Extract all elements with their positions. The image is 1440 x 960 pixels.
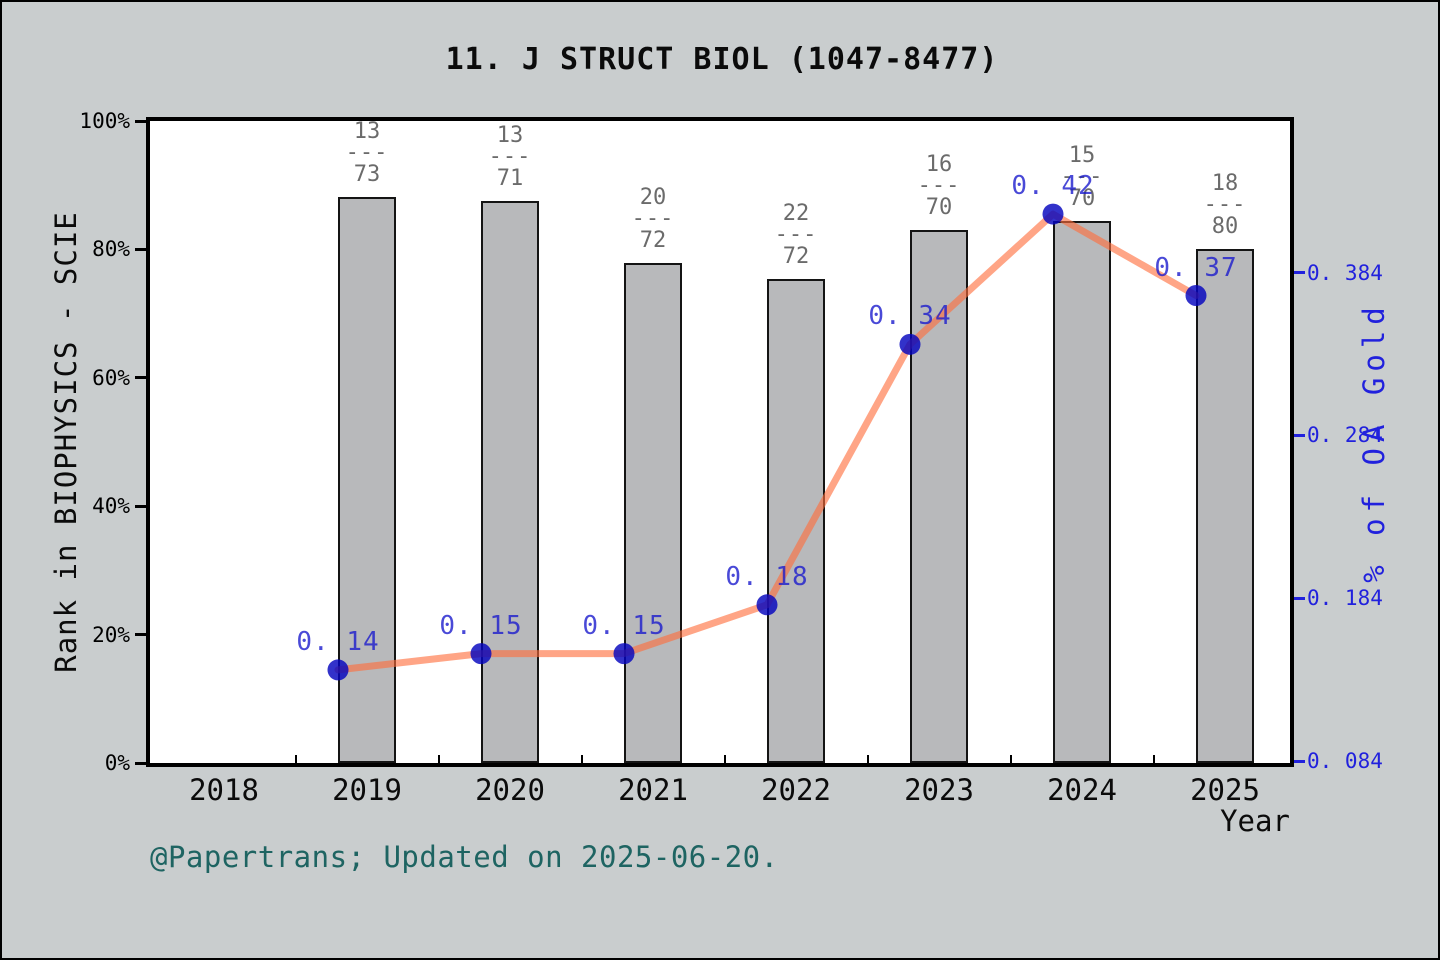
- fraction-divider: ---: [631, 205, 675, 231]
- x-tick-label-2024: 2024: [1047, 773, 1117, 807]
- left-tick-mark: [135, 119, 146, 123]
- right-tick-label: 0. 384: [1307, 260, 1383, 285]
- point-label-2019: 0. 14: [296, 626, 380, 657]
- fraction-numerator: 13: [496, 123, 524, 149]
- left-tick-label: 80%: [92, 237, 130, 262]
- data-point-2024: [1042, 203, 1064, 225]
- left-tick-label: 100%: [79, 109, 130, 133]
- point-label-2025: 0. 37: [1154, 252, 1238, 283]
- rank-fraction-2023: 16 --- 70: [894, 152, 984, 220]
- left-tick-label: 20%: [92, 622, 130, 647]
- right-tick-label: 0. 084: [1307, 749, 1383, 774]
- fraction-denominator: 71: [496, 166, 524, 192]
- right-tick-mark: [1294, 271, 1305, 275]
- oa-gold-line-chart: [327, 203, 1207, 681]
- fraction-denominator: 70: [925, 195, 953, 221]
- rank-fraction-2020: 13 --- 71: [465, 123, 555, 191]
- right-tick-mark: [1294, 596, 1305, 600]
- fraction-numerator: 22: [782, 200, 810, 226]
- x-minor-tick: [866, 755, 869, 763]
- fraction-numerator: 15: [1068, 143, 1096, 169]
- data-point-2022: [756, 594, 778, 616]
- right-tick-label: 0. 284: [1307, 423, 1383, 448]
- fraction-denominator: 70: [1068, 186, 1096, 212]
- fraction-denominator: 80: [1211, 213, 1239, 239]
- rank-fraction-2022: 22 --- 72: [751, 201, 841, 269]
- fraction-divider: ---: [1203, 191, 1247, 217]
- x-tick-label-2022: 2022: [761, 773, 831, 807]
- data-point-2019: [327, 659, 349, 681]
- fraction-divider: ---: [774, 221, 818, 247]
- right-y-axis-title: % of OA Gold: [1357, 301, 1391, 583]
- right-tick-mark: [1294, 433, 1305, 437]
- left-tick-mark: [135, 376, 146, 380]
- right-tick-mark: [1294, 759, 1305, 763]
- fraction-numerator: 20: [639, 184, 667, 210]
- plot-area: 13 --- 73 13 --- 71 20 --- 72 22 --- 72 16 --- 70 15 ---…: [150, 119, 1290, 763]
- data-point-2025: [1185, 284, 1207, 306]
- rank-fraction-2024: 15 --- 70: [1037, 143, 1127, 211]
- bar-2024: [1053, 221, 1111, 763]
- left-tick-label: 40%: [92, 494, 130, 519]
- fraction-denominator: 73: [353, 161, 381, 187]
- x-tick-label-2023: 2023: [904, 773, 974, 807]
- fraction-denominator: 72: [639, 227, 667, 253]
- rank-fraction-2019: 13 --- 73: [322, 119, 412, 187]
- fraction-numerator: 16: [925, 152, 953, 178]
- left-tick-label: 60%: [92, 365, 130, 390]
- x-tick-label-2020: 2020: [475, 773, 545, 807]
- fraction-divider: ---: [917, 173, 961, 199]
- x-tick-label-2021: 2021: [618, 773, 688, 807]
- x-minor-tick: [1009, 755, 1012, 763]
- fraction-divider: ---: [345, 139, 389, 165]
- x-minor-tick: [1152, 755, 1155, 763]
- fraction-denominator: 72: [782, 243, 810, 269]
- bar-2020: [481, 201, 539, 763]
- x-minor-tick: [723, 755, 726, 763]
- left-tick-label: 0%: [104, 751, 130, 775]
- x-tick-label-2025: 2025: [1190, 773, 1260, 807]
- point-label-2024: 0. 42: [1011, 171, 1095, 202]
- rank-fraction-2025: 18 --- 80: [1180, 171, 1270, 239]
- fraction-numerator: 18: [1211, 170, 1239, 196]
- point-label-2020: 0. 15: [439, 610, 523, 641]
- footer-credit: @Papertrans; Updated on 2025-06-20.: [150, 840, 779, 874]
- left-tick-mark: [135, 761, 146, 765]
- point-label-2021: 0. 15: [582, 610, 666, 641]
- left-tick-mark: [135, 633, 146, 637]
- x-axis-title: Year: [1220, 804, 1290, 838]
- x-minor-tick: [580, 755, 583, 763]
- x-tick-label-2018: 2018: [189, 773, 259, 807]
- x-tick-label-2019: 2019: [332, 773, 402, 807]
- fraction-numerator: 13: [353, 118, 381, 144]
- data-point-2021: [613, 643, 635, 665]
- point-label-2022: 0. 18: [725, 561, 809, 592]
- data-point-2023: [899, 333, 921, 355]
- rank-fraction-2021: 20 --- 72: [608, 185, 698, 253]
- left-tick-mark: [135, 247, 146, 251]
- fraction-divider: ---: [1060, 164, 1104, 190]
- data-point-2020: [470, 643, 492, 665]
- bar-2025: [1196, 248, 1254, 763]
- right-tick-label: 0. 184: [1307, 586, 1383, 611]
- chart-title: 11. J STRUCT BIOL (1047-8477): [445, 42, 999, 77]
- left-y-axis-title: Rank in BIOPHYSICS - SCIE: [49, 211, 83, 673]
- point-label-2023: 0. 34: [868, 301, 952, 332]
- left-tick-mark: [135, 504, 146, 508]
- x-minor-tick: [294, 755, 297, 763]
- bar-2021: [624, 262, 682, 763]
- x-minor-tick: [437, 755, 440, 763]
- fraction-divider: ---: [488, 144, 532, 170]
